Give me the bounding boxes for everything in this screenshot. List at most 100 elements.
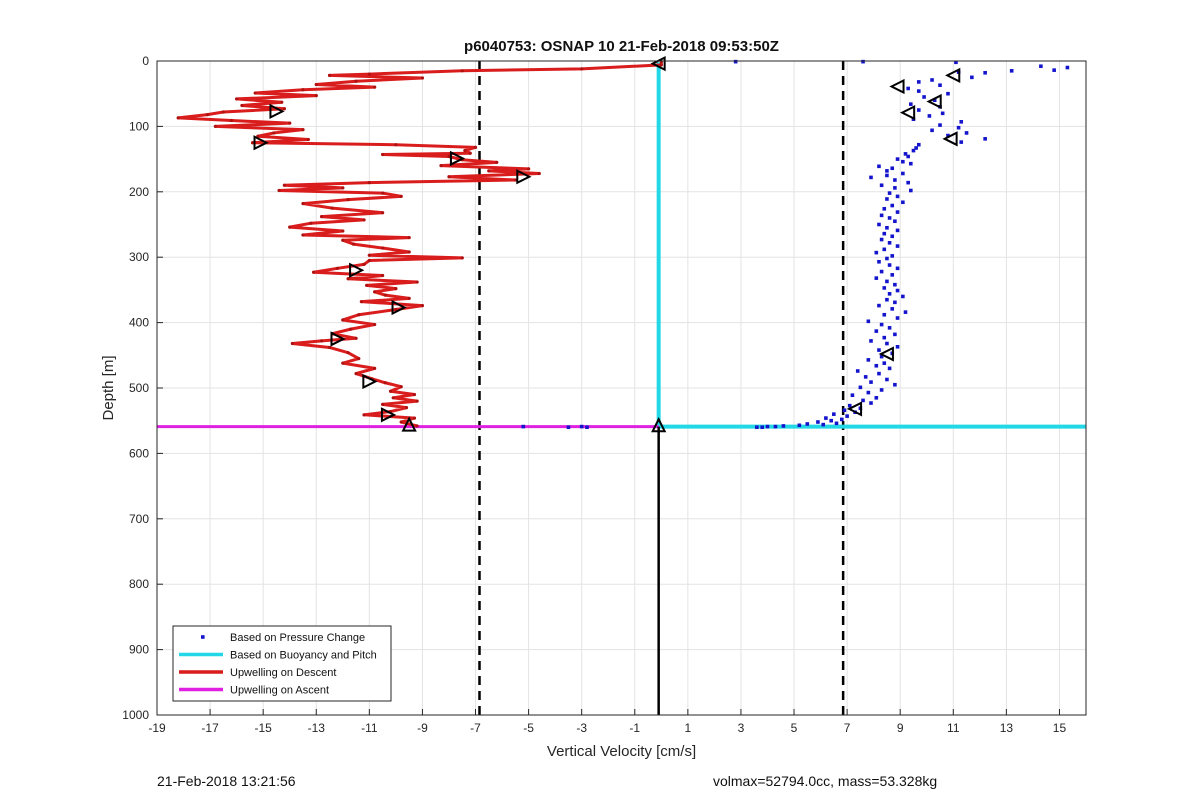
pressure-change-point <box>893 186 897 190</box>
x-tick-label: -19 <box>148 721 166 735</box>
x-tick-label: -13 <box>308 721 326 735</box>
pressure-change-point <box>877 303 881 308</box>
pressure-triangle-marker <box>926 93 942 110</box>
pressure-change-point <box>885 197 889 201</box>
pressure-change-point <box>755 425 759 430</box>
pressure-change-point <box>954 60 958 65</box>
pressure-change-point <box>893 178 897 182</box>
x-tick-label: -9 <box>417 721 428 735</box>
pressure-change-point <box>874 250 879 255</box>
descent-point <box>381 273 385 278</box>
x-tick-label: 1 <box>685 721 692 735</box>
descent-point <box>420 76 425 80</box>
pressure-change-point <box>959 120 964 124</box>
pressure-change-point <box>829 418 833 423</box>
descent-point <box>407 235 411 240</box>
pressure-change-point <box>861 398 865 403</box>
descent-point <box>359 300 363 304</box>
pressure-change-point <box>869 401 873 405</box>
descent-point <box>341 318 345 322</box>
pressure-triangle-marker <box>878 346 894 362</box>
pressure-change-point <box>882 335 887 340</box>
x-axis-label: Vertical Velocity [cm/s] <box>547 743 696 760</box>
pressure-change-point <box>909 188 913 193</box>
x-tick-label: 11 <box>947 721 960 735</box>
pressure-change-point <box>879 183 884 188</box>
ascent-triangle-marker <box>651 417 667 433</box>
descent-point <box>373 322 377 327</box>
descent-point <box>327 345 332 350</box>
pressure-change-point <box>903 310 908 314</box>
pressure-change-point <box>916 80 921 84</box>
descent-point <box>527 167 531 171</box>
pressure-change-point <box>874 363 879 368</box>
pressure-change-point <box>1009 69 1014 73</box>
pressure-change-point <box>906 154 910 159</box>
pressure-change-point <box>970 75 974 80</box>
pressure-change-point <box>956 125 961 130</box>
descent-triangle-marker <box>253 135 269 151</box>
descent-point <box>412 416 417 420</box>
descent-point <box>250 141 255 145</box>
descent-point <box>407 296 411 301</box>
descent-point <box>354 372 358 376</box>
descent-point <box>205 113 210 117</box>
pressure-change-point <box>805 422 810 426</box>
descent-point <box>319 339 324 343</box>
descent-point <box>487 169 491 173</box>
x-tick-label: -7 <box>470 721 481 735</box>
descent-point <box>381 402 385 406</box>
pressure-change-point <box>845 414 849 418</box>
descent-point <box>365 283 369 287</box>
descent-point <box>415 399 419 403</box>
descent-point <box>367 258 371 263</box>
descent-point <box>404 406 409 410</box>
pressure-change-point <box>882 231 887 236</box>
descent-point <box>367 72 371 76</box>
pressure-change-point <box>932 98 937 103</box>
descent-point <box>383 381 387 385</box>
pressure-change-point <box>922 95 926 99</box>
descent-point <box>354 79 358 83</box>
pressure-change-point <box>765 424 770 429</box>
descent-point <box>415 424 419 428</box>
pressure-triangle-marker <box>945 67 961 84</box>
footer-timestamp: 21-Feb-2018 13:21:56 <box>157 773 296 789</box>
descent-triangle-marker <box>401 416 417 432</box>
pressure-change-point <box>879 388 884 392</box>
pressure-change-point <box>733 59 738 64</box>
x-tick-label: 13 <box>1000 721 1014 735</box>
descent-point <box>473 145 478 149</box>
pressure-change-point <box>866 319 871 324</box>
descent-point <box>176 116 180 120</box>
pressure-change-point <box>850 393 855 397</box>
pressure-change-point <box>901 159 905 164</box>
descent-point <box>367 181 371 185</box>
descent-point <box>381 211 385 215</box>
pressure-change-point <box>901 171 905 176</box>
descent-point <box>314 94 318 98</box>
pressure-change-point <box>824 416 828 420</box>
x-tick-label: -1 <box>629 721 640 735</box>
pressure-change-point <box>877 371 881 376</box>
pressure-change-point <box>866 390 871 395</box>
pressure-change-point <box>983 137 987 141</box>
pressure-change-point <box>855 369 860 373</box>
descent-point <box>460 256 464 260</box>
descent-point <box>288 121 292 125</box>
pressure-change-point <box>895 244 900 248</box>
y-tick-label: 900 <box>129 643 149 657</box>
pressure-change-point <box>887 292 892 296</box>
footer-volmax-mass: volmax=52794.0cc, mass=53.328kg <box>713 773 938 789</box>
pressure-change-point <box>914 146 918 150</box>
pressure-change-point <box>938 83 942 87</box>
descent-point <box>407 250 411 254</box>
descent-point <box>235 97 239 101</box>
x-tick-label: 9 <box>897 721 904 735</box>
descent-point <box>327 73 332 77</box>
descent-point <box>580 67 584 71</box>
descent-point <box>346 198 350 202</box>
pressure-change-point <box>940 111 945 116</box>
descent-point <box>346 351 350 355</box>
